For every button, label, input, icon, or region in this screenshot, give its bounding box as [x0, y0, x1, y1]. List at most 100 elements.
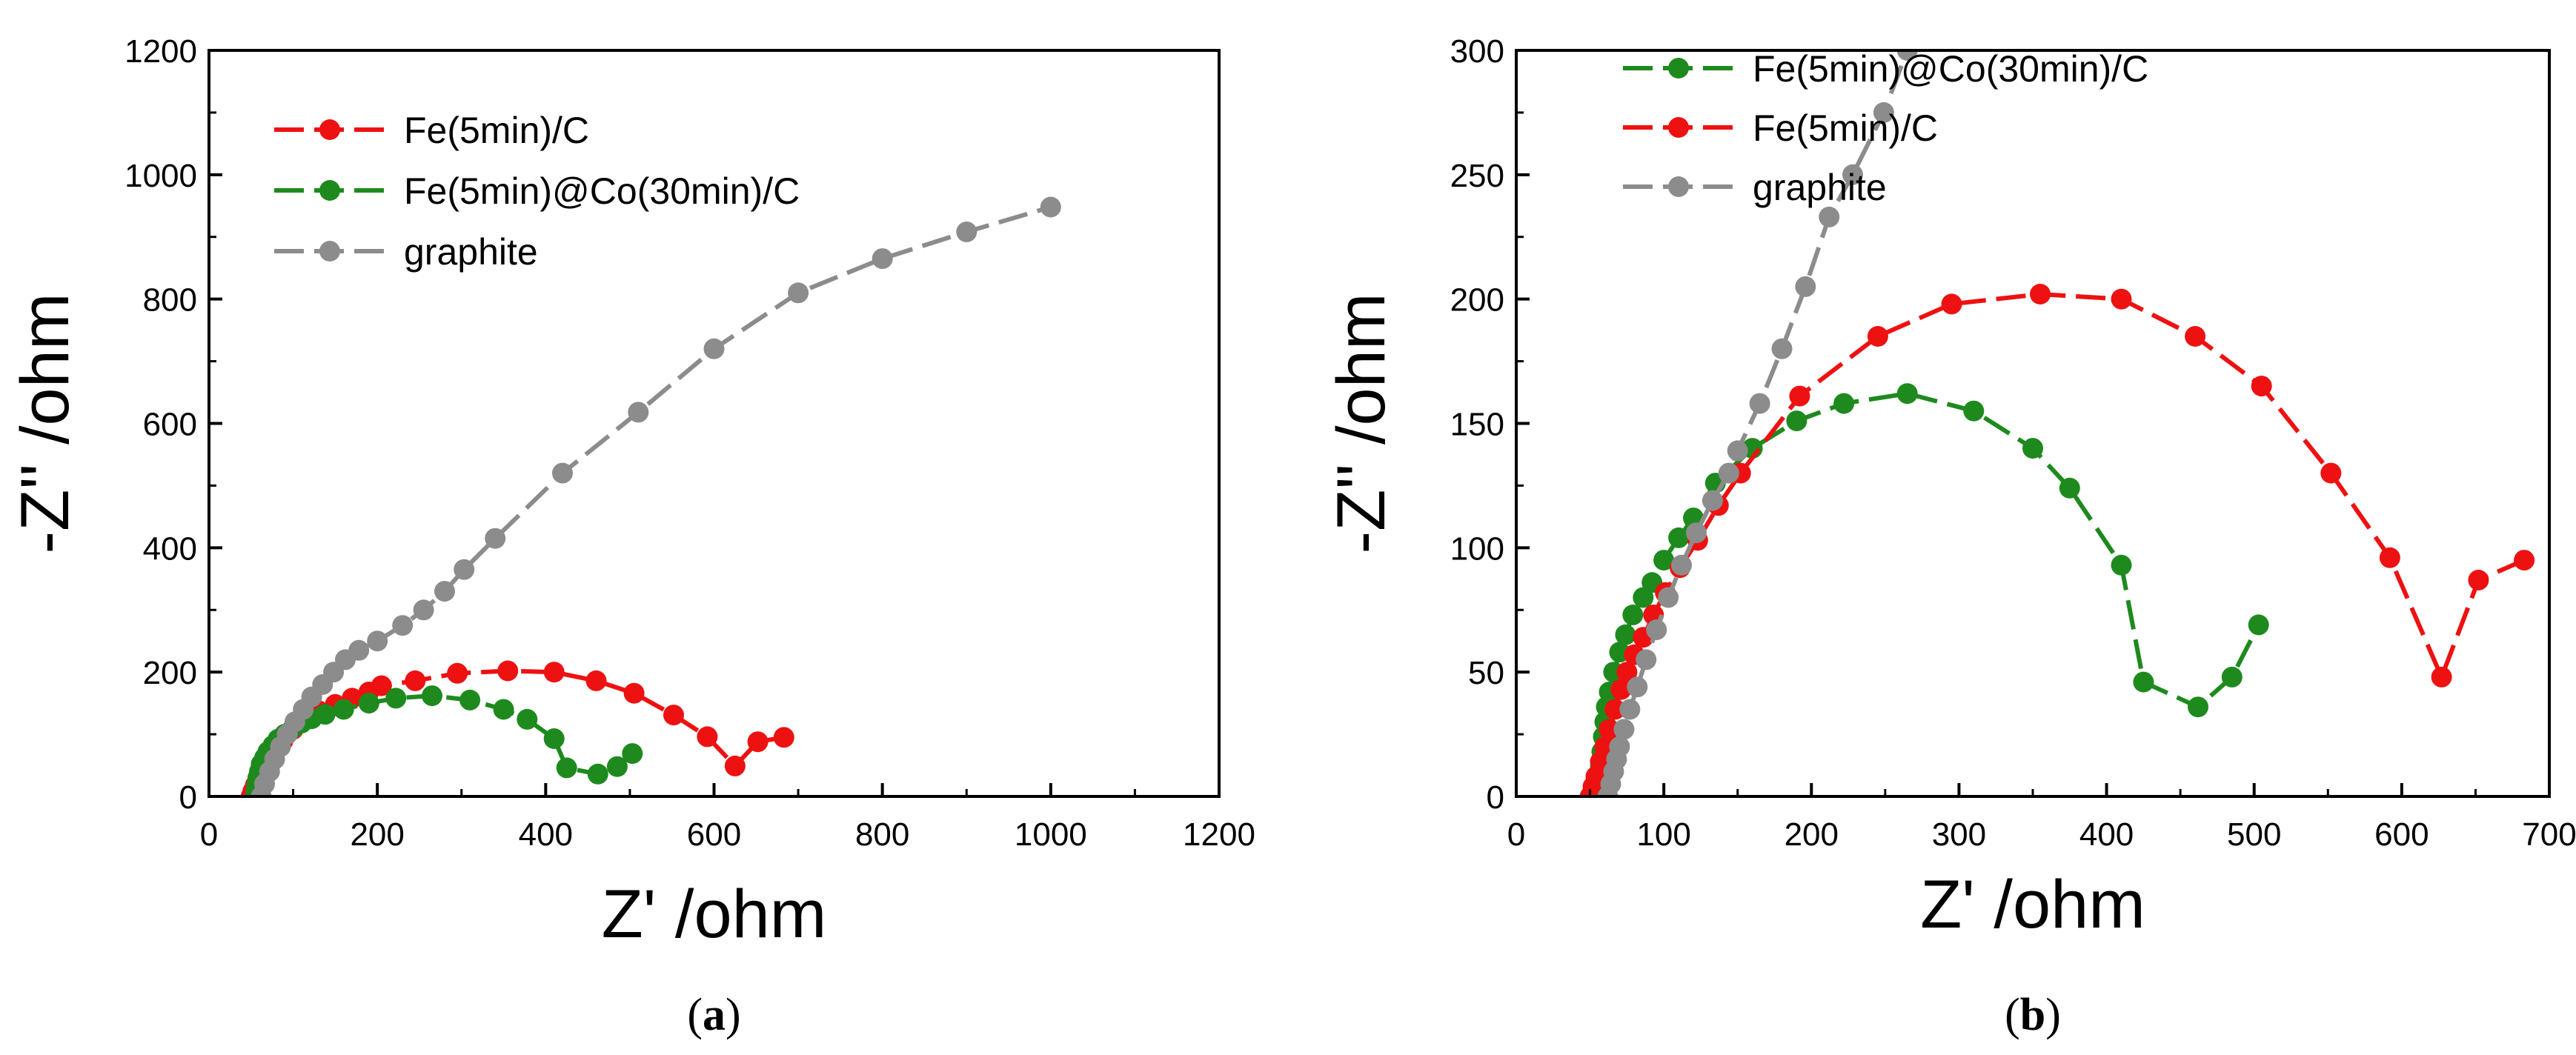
data-point — [773, 727, 794, 748]
data-point — [1627, 676, 1648, 698]
data-point — [459, 689, 481, 710]
x-tick-label: 100 — [1636, 816, 1690, 853]
plot-frame — [1515, 49, 2551, 798]
data-point — [2059, 477, 2080, 499]
data-point — [2111, 288, 2132, 310]
series-1 — [1579, 284, 2535, 796]
plot-frame — [208, 49, 1221, 798]
series-line — [1605, 50, 1910, 796]
data-point — [1718, 462, 1739, 484]
data-point — [1609, 736, 1630, 757]
data-point — [1636, 649, 1657, 670]
data-point — [2221, 666, 2243, 688]
data-point — [1896, 383, 1918, 405]
panel-label: (b) — [2005, 990, 2061, 1040]
data-point — [314, 704, 336, 725]
data-point — [1786, 410, 1807, 432]
data-point — [2248, 614, 2269, 636]
data-point — [956, 222, 977, 242]
data-point — [1646, 619, 1667, 641]
data-point — [1795, 276, 1816, 297]
x-axis-label: Z' /ohm — [602, 876, 827, 952]
y-tick-label: 300 — [1450, 33, 1504, 70]
data-point — [697, 726, 718, 748]
data-point — [628, 402, 649, 423]
data-point — [1842, 164, 1863, 185]
legend-swatch-marker — [1668, 58, 1689, 79]
x-tick-label: 0 — [200, 816, 218, 853]
x-tick-label: 200 — [350, 816, 404, 853]
data-point — [1867, 326, 1888, 347]
legend-label: Fe(5min)/C — [1753, 107, 1938, 149]
data-point — [2468, 570, 2489, 590]
legend-swatch-marker — [319, 180, 340, 201]
data-point — [2379, 547, 2400, 568]
legend-label: graphite — [404, 231, 538, 273]
data-point — [1613, 719, 1635, 740]
data-point — [2431, 666, 2452, 688]
y-tick-label: 0 — [1487, 779, 1504, 816]
data-point — [1668, 527, 1690, 548]
data-point — [1653, 550, 1675, 571]
legend-item: Fe(5min)/C — [1623, 107, 1938, 149]
data-point — [1622, 605, 1644, 625]
data-point — [747, 731, 769, 753]
chart-panel-b: 0 100 200 300 400 500 600 700 0 50 100 150 200 250 300… — [1324, 33, 2576, 1040]
legend-item: Fe(5min)/C — [274, 110, 589, 151]
y-tick-label: 800 — [143, 282, 197, 319]
data-point — [2514, 550, 2535, 571]
data-point — [1702, 490, 1723, 511]
data-point — [1671, 554, 1692, 576]
data-point — [552, 462, 573, 484]
data-point — [1727, 440, 1748, 462]
x-tick-label: 1200 — [1183, 816, 1255, 853]
legend-swatch-marker — [1668, 176, 1689, 197]
data-point — [724, 755, 746, 776]
data-point — [1771, 338, 1793, 359]
legend: Fe(5min)@Co(30min)/C Fe(5min)/C graphite — [1623, 48, 2148, 208]
data-point — [367, 630, 388, 652]
y-tick-label: 250 — [1450, 158, 1504, 194]
legend-swatch-marker — [1668, 117, 1689, 138]
data-point — [663, 705, 684, 726]
plot-area — [1579, 50, 2535, 796]
data-point — [2320, 462, 2342, 484]
legend-swatch-marker — [319, 119, 340, 140]
panel-label: (a) — [687, 990, 740, 1040]
legend-item: graphite — [274, 231, 538, 273]
data-point — [703, 338, 725, 359]
legend-label: graphite — [1753, 167, 1887, 208]
series-line — [1587, 291, 2526, 796]
data-point — [1040, 196, 1061, 218]
data-point — [2022, 438, 2043, 459]
legend-item: Fe(5min)@Co(30min)/C — [1623, 48, 2148, 90]
series-line — [259, 204, 1052, 796]
y-axis-label: -Z'' /ohm — [1324, 293, 1399, 553]
data-point — [385, 688, 407, 709]
data-point — [606, 756, 628, 777]
data-point — [2185, 326, 2206, 347]
data-point — [1963, 400, 1985, 422]
data-point — [623, 682, 645, 704]
legend-label: Fe(5min)/C — [404, 110, 589, 151]
data-point — [2188, 696, 2208, 718]
x-tick-label: 400 — [2079, 816, 2134, 853]
chart-panel-a: 0 200 400 600 800 1000 1200 0 200 400 600 800 1000 12… — [7, 33, 1255, 1040]
data-point — [454, 559, 475, 580]
y-tick-label: 400 — [143, 530, 197, 567]
y-tick-label: 150 — [1450, 407, 1504, 443]
legend: Fe(5min)/C Fe(5min)@Co(30min)/C graphite — [274, 110, 800, 273]
legend-label: Fe(5min)@Co(30min)/C — [1753, 48, 2148, 90]
x-tick-label: 600 — [2374, 816, 2429, 853]
data-point — [1873, 101, 1894, 123]
data-point — [1616, 662, 1638, 683]
data-point — [2111, 554, 2132, 576]
legend-item: Fe(5min)@Co(30min)/C — [274, 170, 800, 212]
x-tick-label: 600 — [687, 816, 741, 853]
y-tick-label: 200 — [143, 655, 197, 691]
x-tick-label: 400 — [519, 816, 573, 853]
data-point — [371, 675, 392, 696]
data-point — [1610, 679, 1632, 700]
